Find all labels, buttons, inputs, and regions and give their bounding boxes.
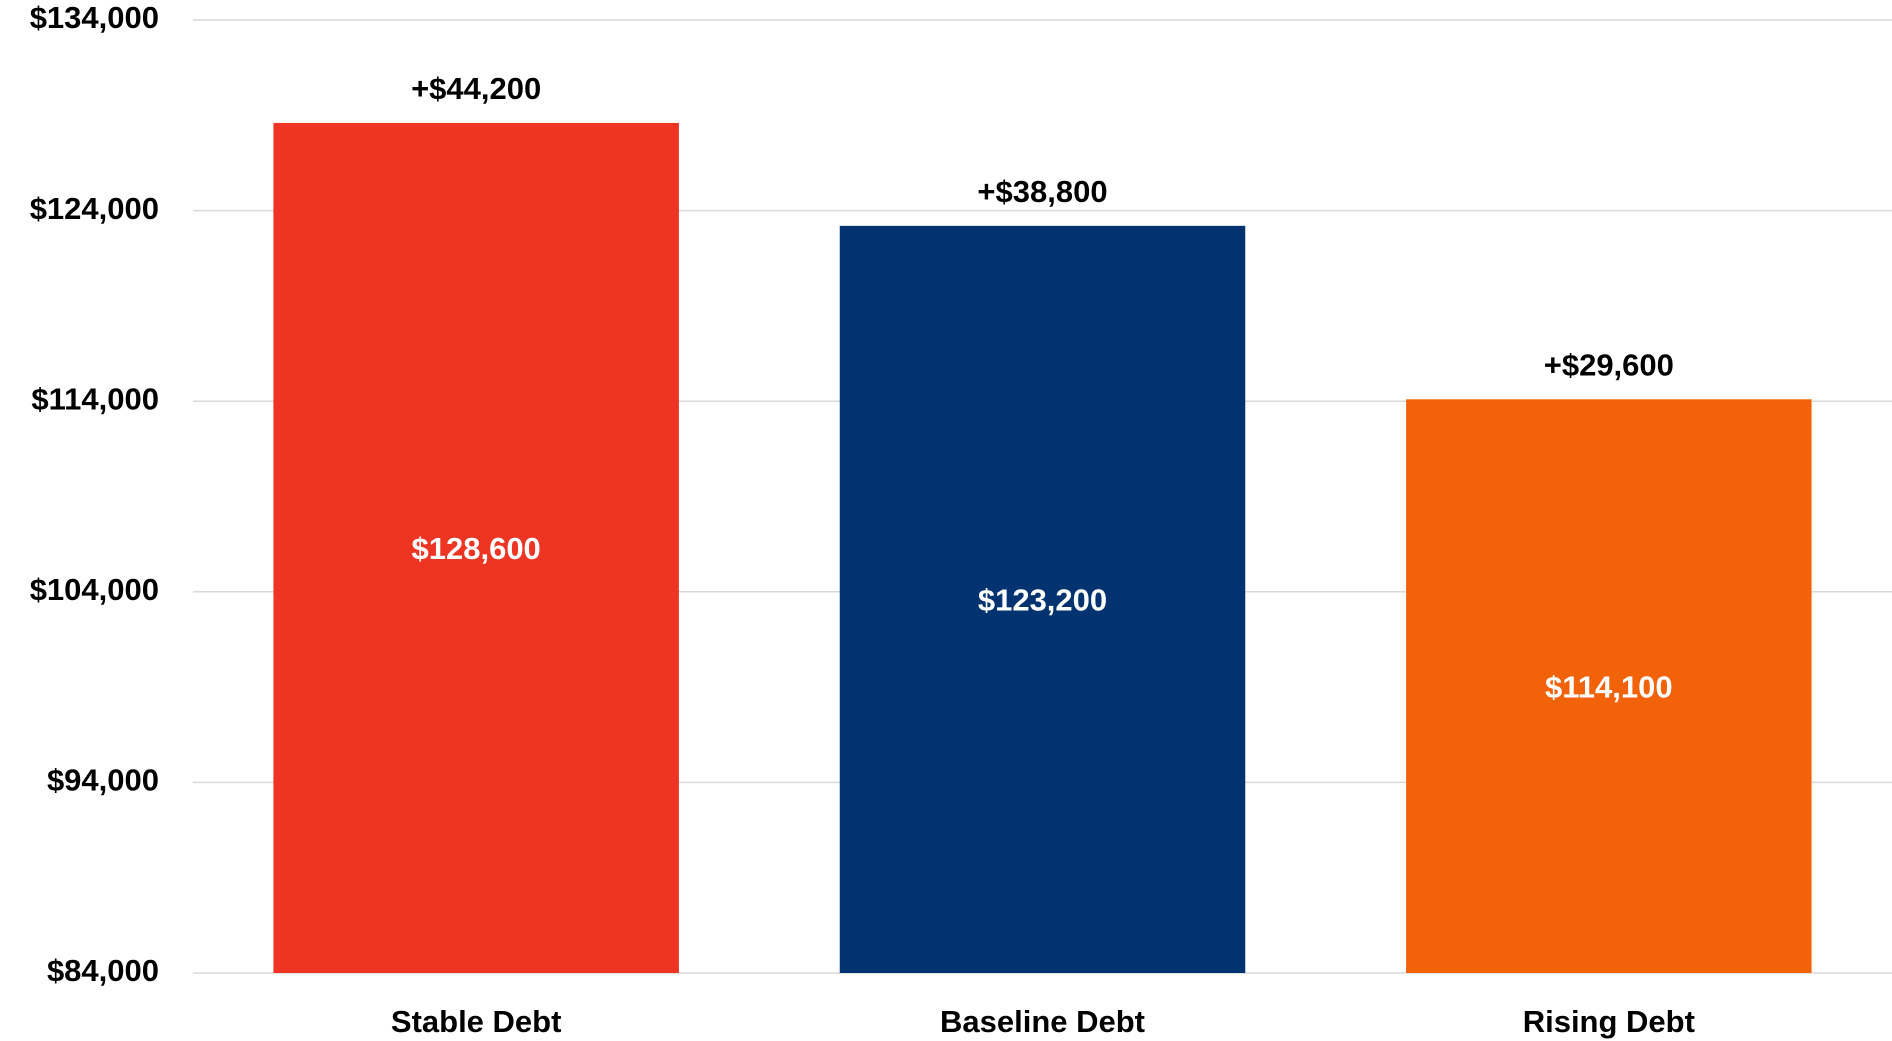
bar [839,225,1246,973]
bar [273,122,679,973]
annotation: +$44,200 [411,71,541,106]
y-tick-label: $114,000 [31,381,159,416]
y-tick-label: $94,000 [47,763,159,798]
y-tick-label: $84,000 [47,953,159,988]
y-tick-label: $134,000 [30,0,159,35]
x-tick-label: Baseline Debt [940,1004,1145,1039]
value-label: $128,600 [412,531,541,566]
value-label: $114,100 [1545,669,1673,704]
x-tick-label: Stable Debt [391,1004,562,1039]
annotation: +$29,600 [1544,347,1674,382]
bar [1406,399,1812,973]
value-label: $123,200 [978,583,1107,618]
y-tick-label: $124,000 [30,191,159,226]
x-tick-label: Rising Debt [1523,1004,1695,1039]
annotation: +$38,800 [977,174,1107,209]
y-tick-label: $104,000 [30,572,159,607]
